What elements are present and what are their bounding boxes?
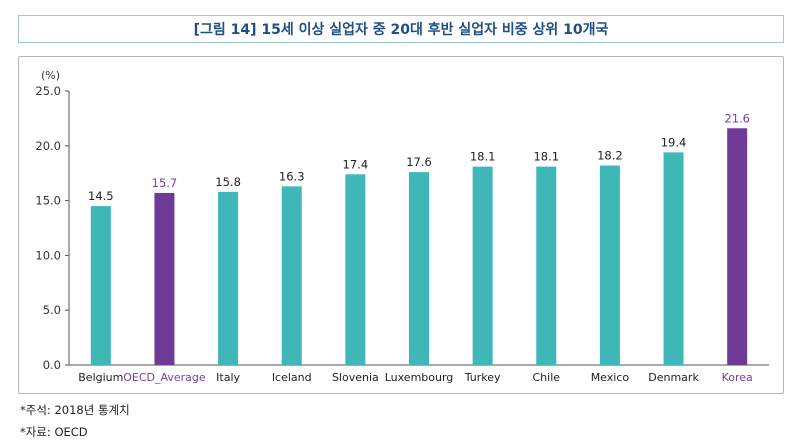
bar (663, 152, 684, 365)
y-tick-label: 15.0 (35, 194, 61, 208)
x-category-label: Belgium (78, 371, 123, 384)
y-tick-label: 20.0 (35, 139, 61, 153)
bar-value-label: 21.6 (724, 111, 750, 125)
chart-title: [그림 14] 15세 이상 실업자 중 20대 후반 실업자 비중 상위 10… (193, 22, 609, 38)
y-tick-label: 5.0 (43, 303, 61, 317)
y-axis-unit-label: (%) (41, 69, 60, 82)
chart-frame: (%) 0.0 5.0 10.0 15.0 20.0 25.0 14.5 Belgium 15.7… (18, 56, 784, 394)
footnote-source: *자료: OECD (20, 425, 88, 439)
bar-value-label: 15.7 (152, 176, 178, 190)
bar-value-label: 17.6 (406, 155, 432, 169)
bar-value-label: 15.8 (215, 175, 241, 189)
footnote-remark: *주석: 2018년 통계치 (20, 403, 130, 417)
x-category-label: Korea (722, 371, 753, 384)
chart-title-box: [그림 14] 15세 이상 실업자 중 20대 후반 실업자 비중 상위 10… (18, 15, 784, 43)
bar-value-label: 14.5 (88, 189, 114, 203)
x-category-label: Chile (532, 371, 560, 384)
bar-value-label: 17.4 (343, 157, 369, 171)
bar-value-label: 18.1 (533, 150, 559, 164)
bar (599, 165, 620, 365)
bar (90, 206, 111, 365)
bar (281, 186, 302, 365)
x-category-label: Luxembourg (385, 371, 454, 384)
x-category-label: Iceland (272, 371, 312, 384)
y-tick-label: 10.0 (35, 248, 61, 262)
bar-value-label: 18.1 (470, 150, 496, 164)
bar (472, 166, 493, 365)
x-category-label: Slovenia (332, 371, 379, 384)
bar-value-label: 16.3 (279, 169, 305, 183)
bar (218, 191, 239, 365)
bar (727, 128, 748, 365)
bar (345, 174, 366, 365)
x-category-label: Denmark (648, 371, 699, 384)
x-category-label: Mexico (591, 371, 630, 384)
bar-value-label: 18.2 (597, 149, 623, 163)
y-tick-label: 0.0 (43, 358, 61, 372)
x-category-label: Turkey (464, 371, 501, 384)
bar-chart: (%) 0.0 5.0 10.0 15.0 20.0 25.0 14.5 Belgium 15.7… (35, 69, 769, 384)
bar (536, 166, 557, 365)
y-tick-label: 25.0 (35, 84, 61, 98)
x-category-label: OECD_Average (123, 371, 206, 384)
bar-value-label: 19.4 (661, 135, 687, 149)
bar (409, 172, 429, 365)
bar (154, 192, 175, 365)
x-category-label: Italy (216, 371, 240, 384)
